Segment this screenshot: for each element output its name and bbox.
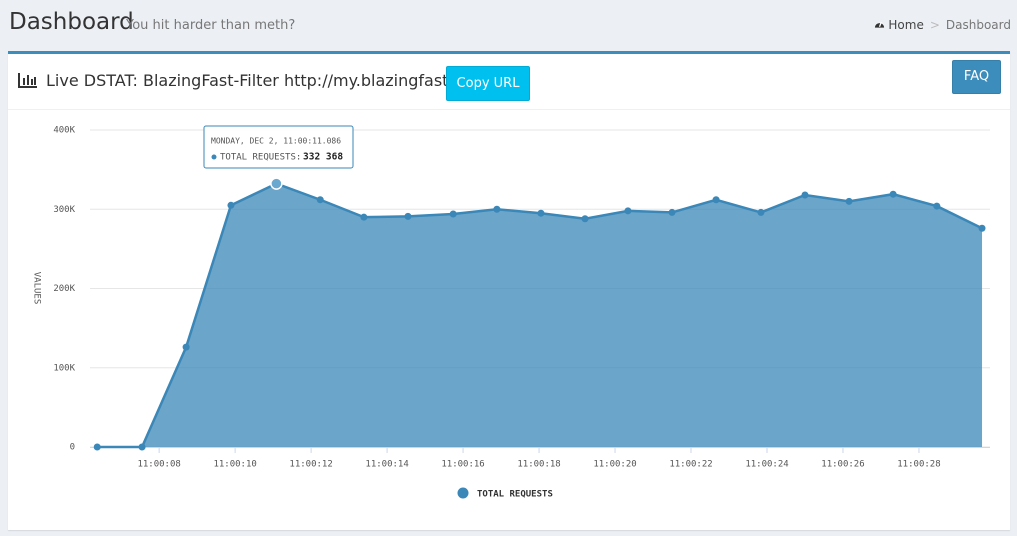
data-point bbox=[316, 196, 324, 204]
x-tick-label: 11:00:16 bbox=[441, 460, 484, 470]
y-axis-label: Values bbox=[32, 272, 42, 305]
x-tick-label: 11:00:20 bbox=[593, 460, 636, 470]
x-tick-label: 11:00:26 bbox=[821, 460, 864, 470]
tooltip-value: 332 368 bbox=[303, 152, 343, 163]
y-tick-label: 400K bbox=[53, 126, 75, 136]
page-title: Dashboard bbox=[9, 9, 134, 35]
tooltip-title: Monday, Dec 2, 11:00:11.086 bbox=[211, 137, 341, 146]
y-tick-label: 0 bbox=[70, 443, 75, 453]
data-point bbox=[712, 196, 720, 204]
x-tick-label: 11:00:18 bbox=[517, 460, 560, 470]
data-point bbox=[537, 209, 545, 217]
x-tick-label: 11:00:14 bbox=[365, 460, 408, 470]
breadcrumb-separator: > bbox=[929, 18, 940, 32]
area bbox=[97, 183, 983, 447]
data-point bbox=[182, 343, 190, 351]
faq-button[interactable]: FAQ bbox=[952, 60, 1001, 94]
y-tick-label: 100K bbox=[53, 363, 75, 373]
tooltip-label: Total requests: bbox=[220, 153, 301, 163]
copy-url-button[interactable]: Copy URL bbox=[446, 66, 530, 101]
legend-label: Total requests bbox=[477, 490, 553, 500]
breadcrumb: Home > Dashboard bbox=[874, 18, 1011, 32]
panel-header: Live DSTAT: BlazingFast-Filter http://my… bbox=[8, 54, 1010, 110]
tooltip-box bbox=[203, 125, 354, 169]
chart-icon bbox=[18, 73, 37, 88]
x-tick-label: 11:00:10 bbox=[213, 460, 256, 470]
data-point bbox=[404, 212, 412, 220]
x-tick-label: 11:00:28 bbox=[897, 460, 940, 470]
data-point bbox=[933, 202, 941, 210]
data-point bbox=[757, 208, 765, 216]
y-tick-label: 300K bbox=[53, 205, 75, 215]
data-point bbox=[138, 443, 146, 451]
data-point bbox=[493, 205, 501, 213]
x-tick-label: 11:00:12 bbox=[289, 460, 332, 470]
data-point bbox=[978, 224, 986, 232]
dashboard-icon bbox=[874, 21, 884, 28]
tooltip-marker bbox=[211, 154, 217, 160]
panel-title: Live DSTAT: BlazingFast-Filter http://my… bbox=[46, 71, 468, 90]
x-tick-label: 11:00:08 bbox=[137, 460, 180, 470]
page-subtitle: You hit harder than meth? bbox=[126, 18, 296, 33]
breadcrumb-home[interactable]: Home bbox=[888, 18, 924, 32]
data-point bbox=[668, 208, 676, 216]
data-point bbox=[801, 191, 809, 199]
data-point bbox=[889, 190, 897, 198]
data-point bbox=[270, 177, 283, 190]
data-point bbox=[360, 213, 368, 221]
x-tick-label: 11:00:22 bbox=[669, 460, 712, 470]
data-point bbox=[581, 215, 589, 223]
tooltip: Monday, Dec 2, 11:00:11.086 Total request… bbox=[203, 125, 354, 169]
chart: 0 100K 200K 300K 400K 11:00:08 11:00:10 11:00:1… bbox=[32, 125, 990, 500]
data-point bbox=[93, 443, 101, 451]
data-point bbox=[845, 197, 853, 205]
data-point bbox=[449, 210, 457, 218]
data-point bbox=[227, 201, 235, 209]
x-tick-label: 11:00:24 bbox=[745, 460, 788, 470]
y-tick-label: 200K bbox=[53, 284, 75, 294]
data-point bbox=[624, 207, 632, 215]
breadcrumb-current: Dashboard bbox=[945, 18, 1011, 32]
legend-marker bbox=[457, 487, 469, 499]
